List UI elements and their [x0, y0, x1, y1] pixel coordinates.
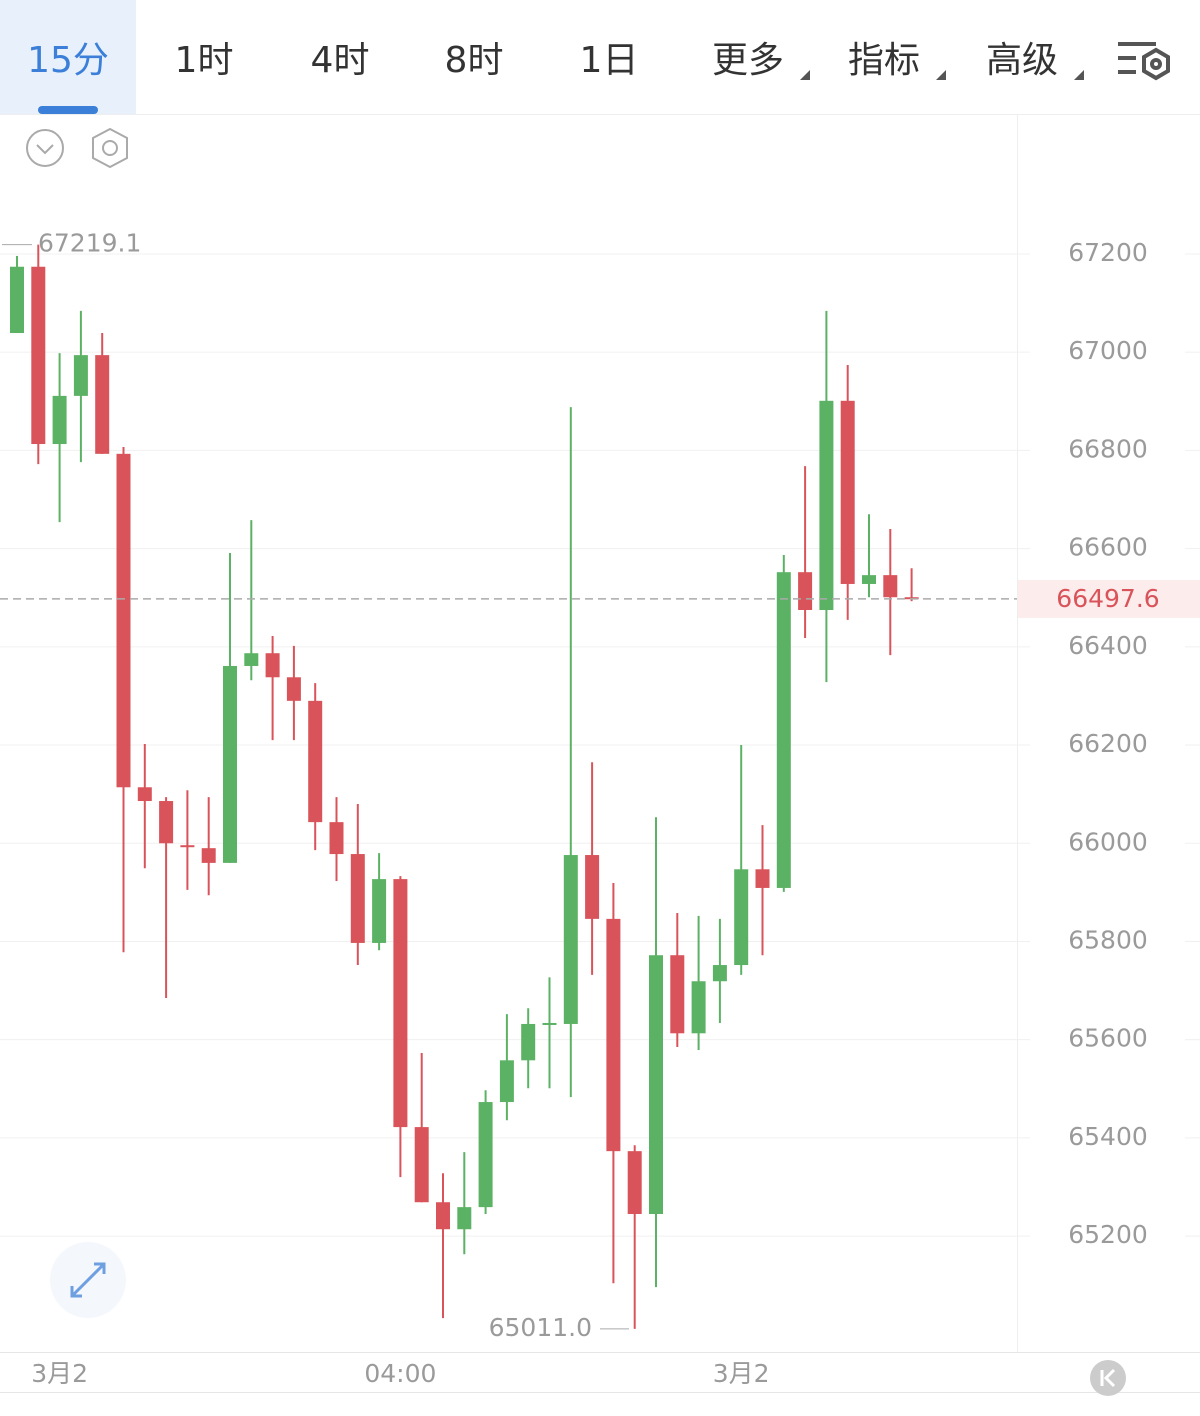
candle-body — [137, 787, 152, 802]
candle-body — [798, 572, 813, 610]
candle-body — [244, 653, 259, 666]
min-label: 65011.0 — [489, 1313, 592, 1342]
candle-body — [414, 1127, 429, 1203]
settings-icon[interactable] — [1118, 42, 1170, 81]
candle-body — [670, 955, 685, 1034]
tab[interactable]: 高级 — [986, 40, 1058, 81]
candle-body — [755, 869, 770, 888]
active-tab-bg — [0, 0, 136, 114]
candle-body — [840, 400, 855, 584]
y-tick-label: 66400 — [1068, 631, 1148, 660]
candle-body — [329, 822, 344, 855]
candle-body — [265, 653, 280, 678]
y-tick-label: 66200 — [1068, 729, 1148, 758]
y-tick-label: 67200 — [1068, 238, 1148, 267]
candle-body — [776, 572, 791, 888]
y-tick-label: 66000 — [1068, 827, 1148, 856]
candle-body — [819, 400, 834, 610]
candle-body — [52, 395, 67, 445]
candle-body — [691, 981, 706, 1034]
candle-body — [223, 665, 237, 863]
candle-body — [159, 801, 174, 844]
candle-body — [393, 879, 408, 1128]
candle-body — [521, 1023, 536, 1061]
y-tick-label: 67000 — [1068, 336, 1148, 365]
tab[interactable]: 指标 — [848, 40, 920, 81]
y-tick-label: 65800 — [1068, 925, 1148, 954]
candle-body — [180, 845, 195, 848]
tab[interactable]: 8时 — [445, 40, 504, 81]
candle-body — [563, 855, 578, 1024]
tab[interactable]: 更多 — [712, 40, 784, 81]
candle-body — [350, 854, 365, 943]
expand-button[interactable] — [50, 1242, 126, 1318]
candle-body — [712, 965, 727, 982]
candle-body — [606, 918, 621, 1152]
y-tick-label: 66600 — [1068, 533, 1148, 562]
candle-body — [286, 677, 301, 701]
candle-body — [478, 1102, 493, 1208]
candle-body — [649, 955, 663, 1215]
active-tab-indicator — [38, 106, 98, 114]
dropdown-indicator — [1074, 70, 1084, 80]
candle-body — [116, 453, 131, 788]
candle-body — [31, 266, 46, 445]
candle-body — [73, 355, 88, 396]
k-button[interactable] — [1090, 1360, 1126, 1396]
y-tick-label: 65400 — [1068, 1122, 1148, 1151]
x-tick-label: 3月2 — [713, 1359, 770, 1388]
tab[interactable]: 1时 — [175, 40, 234, 81]
collapse-button[interactable] — [26, 129, 64, 167]
candle-body — [372, 879, 387, 943]
candle-body — [862, 575, 876, 584]
candle-body — [499, 1060, 514, 1103]
x-tick-label: 04:00 — [364, 1359, 436, 1388]
dropdown-indicator — [936, 70, 946, 80]
candle-body — [308, 700, 323, 823]
y-tick-label: 65600 — [1068, 1024, 1148, 1053]
tab[interactable]: 15分 — [27, 40, 109, 81]
candle-body — [734, 869, 749, 966]
candle-body — [95, 355, 110, 454]
candle-body — [627, 1151, 642, 1215]
x-tick-label: 3月2 — [31, 1359, 88, 1388]
tab[interactable]: 4时 — [311, 40, 370, 81]
candle-body — [201, 848, 216, 863]
dropdown-indicator — [800, 70, 810, 80]
y-tick-label: 65200 — [1068, 1220, 1148, 1249]
last-price-label: 66497.6 — [1056, 584, 1159, 613]
max-label: 67219.1 — [38, 229, 141, 258]
candle-body — [457, 1207, 472, 1230]
candle-body — [10, 266, 24, 334]
tab[interactable]: 1日 — [580, 40, 639, 81]
candle-body — [585, 855, 600, 919]
y-tick-label: 66800 — [1068, 434, 1148, 463]
candle-body — [436, 1202, 450, 1230]
candle-body — [542, 1022, 557, 1025]
chart-settings-button[interactable] — [92, 127, 128, 169]
last-price-bg — [1018, 579, 1200, 618]
candle-body — [883, 575, 898, 598]
